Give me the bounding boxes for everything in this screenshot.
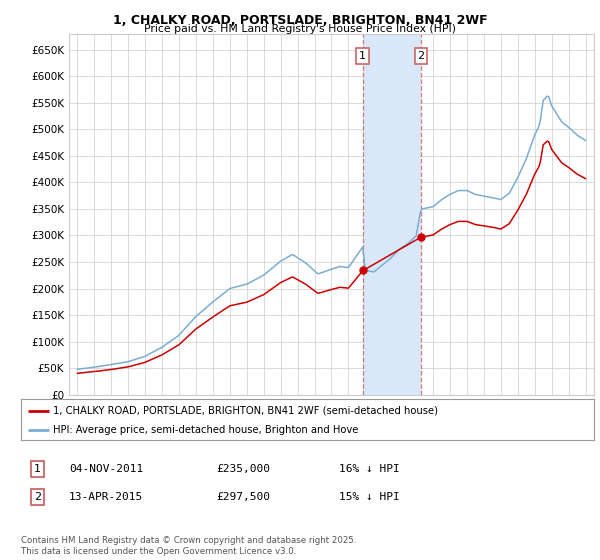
Text: 2: 2 [34, 492, 41, 502]
Text: £297,500: £297,500 [216, 492, 270, 502]
Text: 15% ↓ HPI: 15% ↓ HPI [339, 492, 400, 502]
Text: £235,000: £235,000 [216, 464, 270, 474]
Text: HPI: Average price, semi-detached house, Brighton and Hove: HPI: Average price, semi-detached house,… [53, 424, 358, 435]
Text: Contains HM Land Registry data © Crown copyright and database right 2025.
This d: Contains HM Land Registry data © Crown c… [21, 536, 356, 556]
Text: 16% ↓ HPI: 16% ↓ HPI [339, 464, 400, 474]
Text: 13-APR-2015: 13-APR-2015 [69, 492, 143, 502]
Text: 04-NOV-2011: 04-NOV-2011 [69, 464, 143, 474]
Text: Price paid vs. HM Land Registry's House Price Index (HPI): Price paid vs. HM Land Registry's House … [144, 24, 456, 34]
Text: 1, CHALKY ROAD, PORTSLADE, BRIGHTON, BN41 2WF (semi-detached house): 1, CHALKY ROAD, PORTSLADE, BRIGHTON, BN4… [53, 405, 437, 416]
Text: 1: 1 [359, 51, 366, 61]
Text: 1: 1 [34, 464, 41, 474]
Text: 1, CHALKY ROAD, PORTSLADE, BRIGHTON, BN41 2WF: 1, CHALKY ROAD, PORTSLADE, BRIGHTON, BN4… [113, 14, 487, 27]
Bar [362, 34, 421, 395]
Text: 2: 2 [418, 51, 424, 61]
